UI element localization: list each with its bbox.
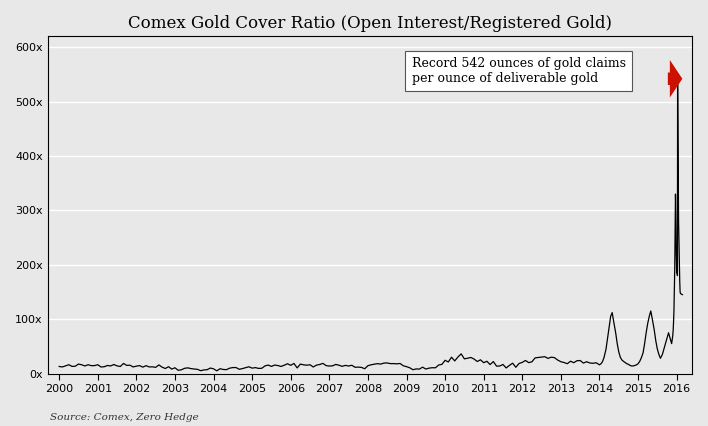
Text: Record 542 ounces of gold claims
per ounce of deliverable gold: Record 542 ounces of gold claims per oun… (412, 57, 626, 85)
Title: Comex Gold Cover Ratio (Open Interest/Registered Gold): Comex Gold Cover Ratio (Open Interest/Re… (128, 15, 612, 32)
Text: Source: Comex, Zero Hedge: Source: Comex, Zero Hedge (50, 413, 198, 422)
